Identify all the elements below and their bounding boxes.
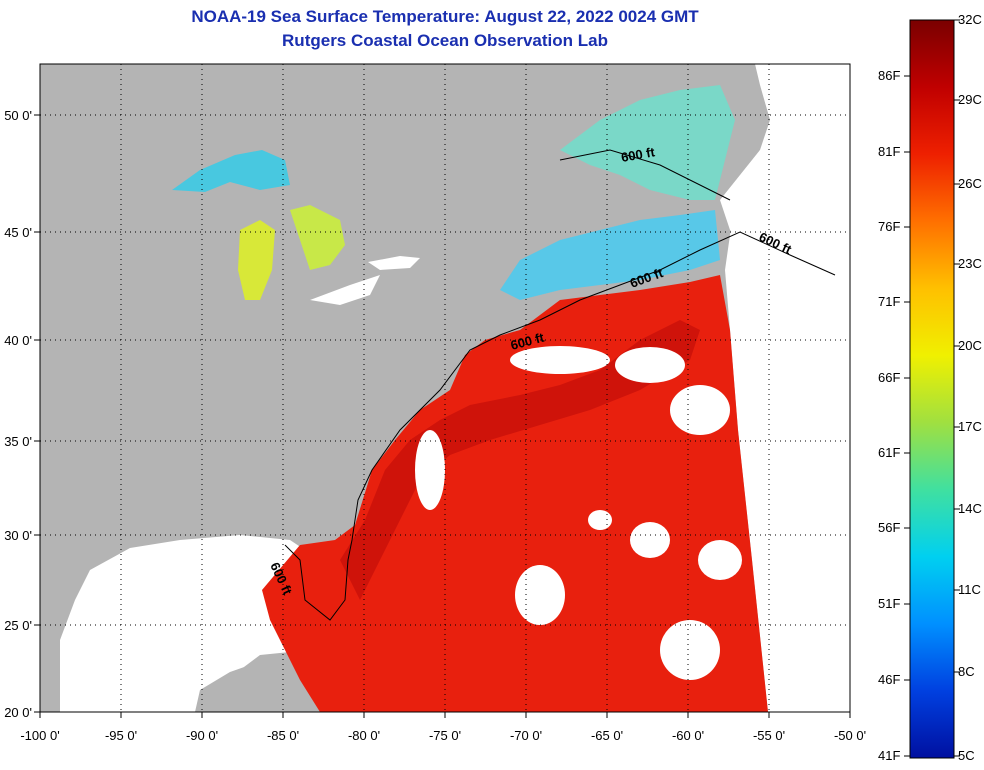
colorbar-celsius-label: 20C [958, 338, 982, 353]
isobath-600ft-contour-north [559, 149, 731, 201]
colorbar-celsius-label: 5C [958, 748, 975, 763]
colorbar-celsius-label: 23C [958, 256, 982, 271]
cloud-patches [415, 346, 742, 680]
lon-tick-label: -65 0' [591, 728, 623, 743]
lon-tick-label: -85 0' [267, 728, 299, 743]
lake-huron [290, 205, 345, 270]
colorbar-fahrenheit-label: 66F [878, 370, 900, 385]
longitude-ticks: -100 0' -95 0' -90 0' -85 0' -80 0' -75 0' -70… [20, 712, 866, 743]
colorbar-celsius-label: 17C [958, 419, 982, 434]
lon-tick-label: -90 0' [186, 728, 218, 743]
colorbar-celsius-label: 8C [958, 664, 975, 679]
lon-tick-label: -75 0' [429, 728, 461, 743]
colorbar-fahrenheit-label: 56F [878, 520, 900, 535]
lat-tick-label: 50 0' [4, 108, 32, 123]
lon-tick-label: -50 0' [834, 728, 866, 743]
colorbar-fahrenheit-label: 51F [878, 596, 900, 611]
lat-tick-label: 40 0' [4, 333, 32, 348]
latitude-ticks: 50 0' 45 0' 40 0' 35 0' 30 0' 25 0' 20 0' [4, 108, 40, 720]
lake-michigan [238, 220, 275, 300]
colorbar-celsius-label: 29C [958, 92, 982, 107]
lake-erie [310, 275, 380, 305]
colorbar-celsius-label: 11C [958, 582, 981, 597]
colorbar-celsius-label: 14C [958, 501, 982, 516]
lon-tick-label: -60 0' [672, 728, 704, 743]
lon-tick-label: -55 0' [753, 728, 785, 743]
map-title: NOAA-19 Sea Surface Temperature: August … [191, 7, 699, 26]
colorbar-fahrenheit-label: 76F [878, 219, 900, 234]
isobath-600ft-contour [284, 231, 836, 621]
lat-tick-label: 20 0' [4, 705, 32, 720]
lat-tick-label: 35 0' [4, 434, 32, 449]
lat-tick-label: 45 0' [4, 225, 32, 240]
contour-label-stlawrence: 600 ft [620, 144, 657, 165]
map-subtitle: Rutgers Coastal Ocean Observation Lab [282, 31, 608, 50]
lake-superior [172, 150, 290, 192]
lon-tick-label: -80 0' [348, 728, 380, 743]
lat-tick-label: 25 0' [4, 618, 32, 633]
colorbar-fahrenheit-label: 41F [878, 748, 900, 763]
colorbar [909, 19, 955, 759]
graticule [40, 64, 850, 712]
colorbar-ticks: 32C 29C 26C 23C 20C 17C 14C 11C 8C 5C 86F 81F 76F 71F… [878, 12, 982, 763]
lat-tick-label: 30 0' [4, 528, 32, 543]
cool-water-st-lawrence [560, 85, 735, 200]
lon-tick-label: -100 0' [20, 728, 59, 743]
colorbar-fahrenheit-label: 81F [878, 144, 900, 159]
newfoundland-no-data [720, 140, 850, 280]
lon-tick-label: -95 0' [105, 728, 137, 743]
colorbar-fahrenheit-label: 86F [878, 68, 900, 83]
colorbar-fahrenheit-label: 46F [878, 672, 900, 687]
colorbar-celsius-label: 32C [958, 12, 982, 27]
lake-ontario [368, 256, 420, 270]
colorbar-fahrenheit-label: 71F [878, 294, 900, 309]
lon-tick-label: -70 0' [510, 728, 542, 743]
colorbar-fahrenheit-label: 61F [878, 445, 900, 460]
yucatan-land [195, 665, 250, 712]
gulf-stream-band [340, 320, 700, 600]
colorbar-celsius-label: 26C [958, 176, 982, 191]
